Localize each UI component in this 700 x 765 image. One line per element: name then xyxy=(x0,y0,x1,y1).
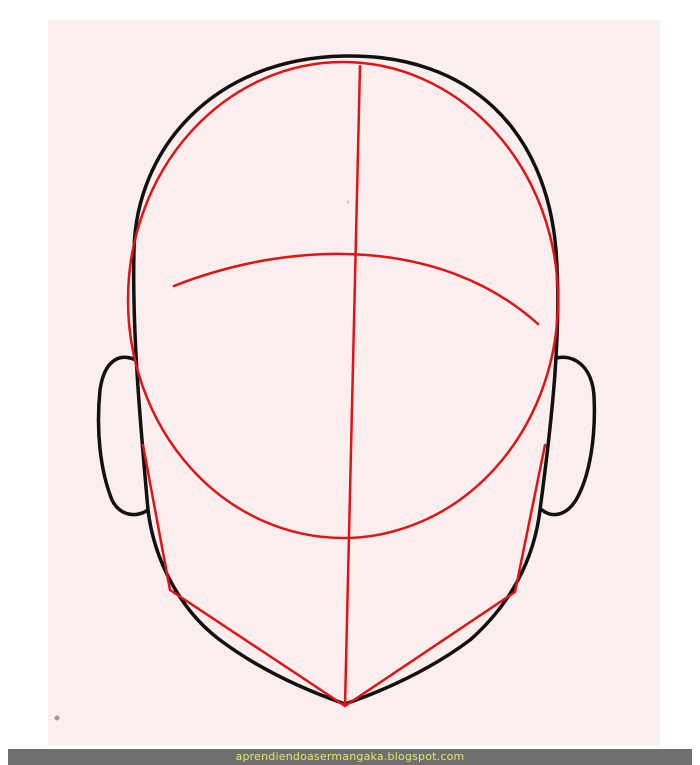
paper-speck-2 xyxy=(346,200,350,204)
left-ear-outline xyxy=(96,355,150,517)
eye-guide-line xyxy=(172,252,540,326)
paper-speck xyxy=(54,715,60,721)
head-outline xyxy=(131,54,560,706)
jaw-guide-left xyxy=(141,443,347,708)
watermark-bar: aprendiendoasermangaka.blogspot.com xyxy=(8,749,692,765)
jaw-guide-right xyxy=(343,443,547,708)
right-ear-outline xyxy=(540,355,597,517)
watermark-url: aprendiendoasermangaka.blogspot.com xyxy=(235,750,465,763)
center-guide-line xyxy=(343,64,362,708)
cranium-guide-circle xyxy=(126,60,560,540)
paper-background xyxy=(48,20,660,745)
